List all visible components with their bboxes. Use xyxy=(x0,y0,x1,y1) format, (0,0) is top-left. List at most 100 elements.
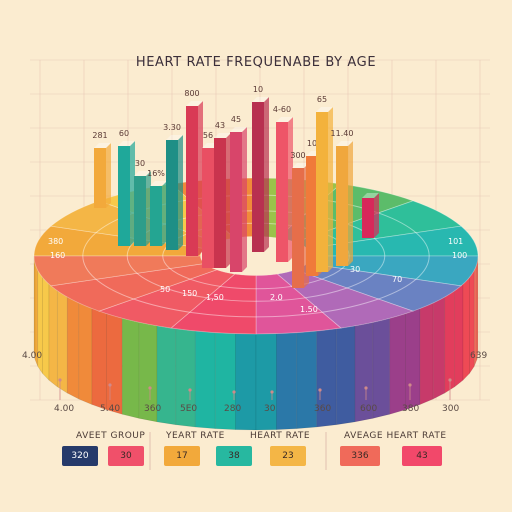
ring-label: 101 xyxy=(448,237,463,246)
side-label-right: 639 xyxy=(470,351,487,361)
bar-side xyxy=(288,117,293,262)
ring-side-segment xyxy=(42,276,50,381)
legend-swatch: 336 xyxy=(340,446,380,466)
ring-side-segment xyxy=(454,283,464,388)
bar-top xyxy=(230,127,247,132)
bar-top xyxy=(118,141,135,146)
bar-side xyxy=(130,141,135,246)
x-tick-label: 5.40 xyxy=(100,404,121,414)
bar: 30 xyxy=(134,159,151,246)
bar-side xyxy=(198,101,203,256)
bar-side xyxy=(146,171,151,246)
bar-top xyxy=(276,117,293,122)
bar-top xyxy=(166,135,183,140)
bar-side xyxy=(328,107,333,272)
bar-front xyxy=(336,146,348,266)
chart-title: HEART RATE FREQUENABE BY AGE xyxy=(136,55,376,70)
ring-side-segment xyxy=(48,283,58,388)
x-tick-label: 300 xyxy=(442,404,460,414)
legend-swatch: 17 xyxy=(164,446,200,466)
ring-side-segment xyxy=(432,296,446,400)
leader-lines xyxy=(58,378,452,400)
bar-label: 65 xyxy=(317,95,327,104)
bar-side xyxy=(242,127,247,272)
ring-label: 2.0 xyxy=(270,293,283,302)
ring-top-wedge xyxy=(276,269,415,329)
bar-top xyxy=(94,143,111,148)
bar-front xyxy=(202,148,214,268)
leader-dot xyxy=(232,390,236,394)
leader-dot xyxy=(108,383,112,387)
x-tick-label: 600 xyxy=(360,404,378,414)
bar: 10 xyxy=(252,85,269,252)
ring-side-segment xyxy=(444,290,456,394)
bar-top xyxy=(134,171,151,176)
ring-side-segment xyxy=(56,290,68,394)
legend-group-label: AVEAGE HEART RATE xyxy=(344,431,447,441)
ring-label: 50 xyxy=(160,285,170,294)
legend-swatch: 23 xyxy=(270,446,306,466)
ring-side-segment xyxy=(194,330,216,429)
bar-front xyxy=(306,156,318,276)
bar: 43 xyxy=(214,121,231,268)
ring-label: 380 xyxy=(48,237,63,246)
bar-label: 3.30 xyxy=(163,123,181,132)
x-tick-label: 280 xyxy=(224,404,242,414)
legend-group-label: HEART RATE xyxy=(250,431,311,441)
bar-front xyxy=(214,138,226,268)
leader-dot xyxy=(270,390,274,394)
bar-top xyxy=(150,181,167,186)
leader-dot xyxy=(408,383,412,387)
ring-side-segment xyxy=(66,296,80,400)
bar-top xyxy=(186,101,203,106)
bar-side xyxy=(348,141,353,266)
bar-front xyxy=(166,140,178,250)
bar-label: 300 xyxy=(290,151,305,160)
bar-top xyxy=(214,133,231,138)
side-label-left: 4.00 xyxy=(22,351,42,361)
ring-label: 1.50 xyxy=(300,305,318,314)
bar-front xyxy=(150,186,162,246)
bar-label: 16% xyxy=(147,169,165,178)
legend-value: 43 xyxy=(416,451,428,461)
bar-label: 800 xyxy=(184,89,199,98)
bar-top xyxy=(362,193,379,198)
bar: 60 xyxy=(118,129,135,246)
bar-top xyxy=(316,107,333,112)
bar-top xyxy=(336,141,353,146)
bar-label: 10 xyxy=(253,85,263,94)
bar-front xyxy=(276,122,288,262)
bar-label: 45 xyxy=(231,115,241,124)
bar-label: 60 xyxy=(119,129,129,138)
bar: 800 xyxy=(184,89,203,256)
x-tick-label: 360 xyxy=(144,404,162,414)
bar-front xyxy=(94,148,106,208)
ring-label: 70 xyxy=(392,275,402,284)
bar: 45 xyxy=(230,115,247,272)
ring-side-segment xyxy=(476,255,479,360)
x-tick-label: 380 xyxy=(402,404,420,414)
ring-side-segment xyxy=(235,333,257,431)
bar-front xyxy=(230,132,242,272)
leader-dot xyxy=(148,386,152,390)
bar-label: 11.40 xyxy=(331,129,354,138)
bars: 281 603016%3.30800564345104-60300106511.4… xyxy=(92,85,379,288)
ring-label: 150 xyxy=(182,289,197,298)
x-tick-label: 4.00 xyxy=(54,404,75,414)
bar: 11.40 xyxy=(331,129,354,266)
legend-value: 320 xyxy=(71,451,89,461)
bar xyxy=(362,193,379,238)
bar-front xyxy=(134,176,146,246)
ring-side-segment xyxy=(106,313,123,415)
bar-side xyxy=(374,193,379,238)
bar-label: 281 xyxy=(92,131,107,140)
leader-dot xyxy=(188,388,192,392)
ring-side-segment xyxy=(91,308,107,411)
ring-side-segment xyxy=(405,308,421,411)
legend-swatch: 43 xyxy=(402,446,442,466)
ring-label: 100 xyxy=(452,251,467,260)
legend-value: 38 xyxy=(228,451,240,461)
ring-label: 30 xyxy=(350,265,360,274)
bar-front xyxy=(292,168,304,288)
